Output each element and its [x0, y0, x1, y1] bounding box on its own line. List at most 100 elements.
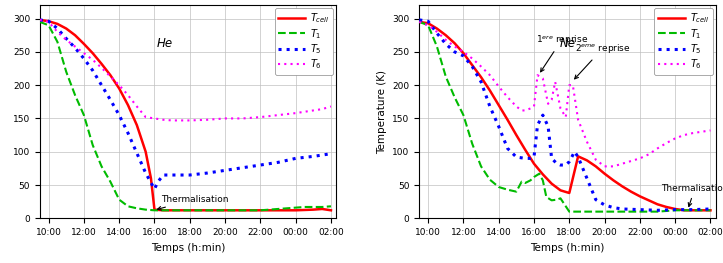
- $T_{cell}$: [600, 172, 609, 175]
- $T_1$: [239, 209, 247, 212]
- $T_6$: [274, 114, 283, 117]
- $T_1$: [542, 195, 551, 199]
- $T_1$: [97, 165, 106, 168]
- $T_5$: [526, 157, 535, 160]
- $T_5$: [495, 125, 503, 128]
- $T_{cell}$: [327, 209, 335, 212]
- $T_6$: [562, 115, 570, 119]
- $T_1$: [517, 180, 526, 183]
- $T_5$: [221, 169, 229, 172]
- $T_{cell}$: [468, 64, 476, 67]
- $T_{cell}$: [662, 205, 671, 209]
- $T_{cell}$: [239, 209, 247, 212]
- $T_6$: [432, 30, 441, 33]
- Line: $T_6$: $T_6$: [40, 20, 331, 120]
- $T_1$: [618, 210, 627, 213]
- Text: He: He: [156, 37, 172, 50]
- $T_{cell}$: [185, 209, 194, 212]
- $T_5$: [562, 163, 570, 167]
- $T_5$: [459, 54, 468, 57]
- $T_6$: [80, 52, 88, 55]
- $T_1$: [636, 210, 644, 213]
- Text: Ne: Ne: [560, 37, 576, 50]
- $T_1$: [556, 197, 565, 200]
- $T_5$: [88, 69, 97, 72]
- $T_6$: [591, 158, 600, 161]
- $T_{cell}$: [442, 34, 450, 37]
- $T_{cell}$: [432, 27, 441, 30]
- $T_1$: [495, 185, 503, 189]
- $T_6$: [168, 119, 176, 122]
- $T_1$: [132, 207, 141, 210]
- $T_1$: [512, 190, 521, 193]
- $T_{cell}$: [71, 34, 80, 37]
- $T_{cell}$: [415, 20, 424, 23]
- $T_6$: [697, 130, 706, 133]
- $T_6$: [132, 105, 141, 108]
- $T_5$: [203, 171, 212, 175]
- $T_1$: [71, 94, 80, 97]
- $T_{cell}$: [106, 74, 115, 77]
- $T_6$: [544, 102, 552, 105]
- $T_6$: [124, 94, 132, 97]
- $T_1$: [274, 208, 283, 211]
- $T_1$: [424, 24, 432, 27]
- $T_1$: [539, 179, 547, 182]
- $T_{cell}$: [476, 75, 485, 79]
- $T_{cell}$: [274, 209, 283, 212]
- $T_5$: [450, 50, 459, 53]
- $T_{cell}$: [547, 182, 556, 185]
- $T_1$: [653, 210, 662, 213]
- $T_1$: [552, 198, 561, 201]
- $T_{cell}$: [609, 179, 617, 182]
- $T_{cell}$: [644, 199, 653, 202]
- $T_{cell}$: [62, 27, 71, 30]
- $T_5$: [547, 157, 556, 160]
- $T_1$: [141, 208, 150, 211]
- $T_1$: [565, 210, 573, 213]
- $T_5$: [150, 188, 159, 191]
- $T_6$: [526, 107, 535, 110]
- $T_{cell}$: [618, 185, 627, 188]
- $T_6$: [450, 45, 459, 48]
- $T_1$: [535, 172, 544, 175]
- $T_{cell}$: [150, 208, 159, 211]
- $T_5$: [154, 180, 163, 183]
- $T_5$: [476, 80, 485, 83]
- $T_1$: [62, 70, 71, 73]
- $T_1$: [503, 188, 512, 191]
- $T_6$: [203, 118, 212, 121]
- $T_1$: [547, 199, 556, 202]
- $T_{cell}$: [97, 62, 106, 65]
- X-axis label: Temps (h:min): Temps (h:min): [151, 242, 225, 252]
- $T_6$: [486, 74, 495, 77]
- $T_1$: [159, 209, 168, 212]
- $T_1$: [671, 209, 680, 212]
- $T_{cell}$: [697, 209, 706, 212]
- $T_5$: [556, 163, 565, 167]
- $T_5$: [185, 173, 194, 176]
- $T_1$: [35, 20, 44, 23]
- $T_1$: [124, 205, 132, 208]
- $T_5$: [309, 155, 317, 158]
- $T_6$: [442, 38, 450, 42]
- $T_1$: [327, 205, 335, 208]
- $T_5$: [552, 162, 561, 165]
- $T_6$: [185, 119, 194, 122]
- $T_1$: [415, 20, 424, 23]
- $T_6$: [239, 117, 247, 120]
- $T_{cell}$: [53, 22, 61, 26]
- $T_6$: [150, 117, 159, 120]
- $T_1$: [600, 210, 609, 213]
- $T_{cell}$: [685, 209, 693, 212]
- $T_6$: [221, 117, 229, 120]
- $T_{cell}$: [627, 190, 636, 193]
- $T_5$: [291, 157, 300, 160]
- Line: $T_6$: $T_6$: [419, 22, 711, 166]
- $T_1$: [486, 178, 495, 181]
- $T_{cell}$: [574, 155, 583, 158]
- $T_1$: [291, 206, 300, 209]
- $T_6$: [115, 84, 124, 87]
- $T_5$: [124, 132, 132, 135]
- $T_1$: [459, 114, 468, 117]
